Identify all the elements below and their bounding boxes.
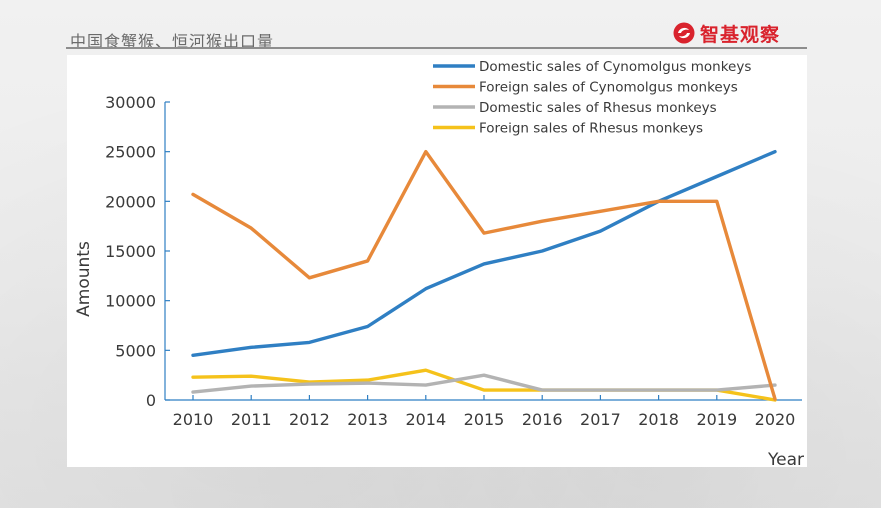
legend-label-3: Domestic sales of Rhesus monkeys: [479, 100, 717, 116]
x-tick-label: 2010: [173, 410, 214, 429]
chart-legend: Domestic sales of Cynomolgus monkeys Fore…: [433, 59, 751, 137]
legend-label-1: Domestic sales of Cynomolgus monkeys: [479, 59, 751, 75]
series-line-2: [191, 149, 777, 401]
x-tick-label: 2019: [696, 410, 737, 429]
y-tick-label: 10000: [105, 292, 156, 311]
logo-swirl-icon: [673, 22, 695, 44]
x-tick-label: 2014: [405, 410, 446, 429]
y-tick-label: 20000: [105, 192, 156, 211]
logo-text: 智基观察: [700, 23, 781, 46]
chart-panel: 0 5000 10000 15000 20000 25000 30000 2010 2011 20…: [67, 55, 807, 467]
x-tick-label: 2018: [638, 410, 679, 429]
brand-logo: 智基观察: [672, 20, 780, 46]
series-line-3: [191, 373, 777, 394]
page-title: 中国食蟹猴、恒河猴出口量: [70, 32, 275, 51]
x-tick-label: 2011: [231, 410, 272, 429]
y-tick-label: 25000: [105, 143, 156, 162]
y-tick-label: 15000: [105, 242, 156, 261]
x-tick-label: 2012: [289, 410, 330, 429]
header-divider: [66, 47, 807, 49]
x-tick-label: 2020: [755, 410, 796, 429]
y-tick-label: 30000: [105, 93, 156, 112]
chart-series: [191, 149, 777, 402]
legend-label-4: Foreign sales of Rhesus monkeys: [479, 121, 703, 137]
x-axis-title: Year: [767, 450, 804, 467]
y-tick-label: 5000: [115, 341, 156, 360]
x-tick-label: 2015: [464, 410, 505, 429]
line-chart: 0 5000 10000 15000 20000 25000 30000 2010 2011 20…: [74, 59, 804, 467]
series-line-1: [191, 149, 777, 357]
chart-axes: 0 5000 10000 15000 20000 25000 30000 2010 2011 20…: [74, 93, 804, 467]
x-tick-label: 2013: [347, 410, 388, 429]
legend-label-2: Foreign sales of Cynomolgus monkeys: [479, 80, 738, 96]
x-tick-label: 2016: [522, 410, 563, 429]
y-tick-label: 0: [146, 391, 156, 410]
y-axis-title: Amounts: [74, 241, 94, 317]
x-tick-label: 2017: [580, 410, 621, 429]
